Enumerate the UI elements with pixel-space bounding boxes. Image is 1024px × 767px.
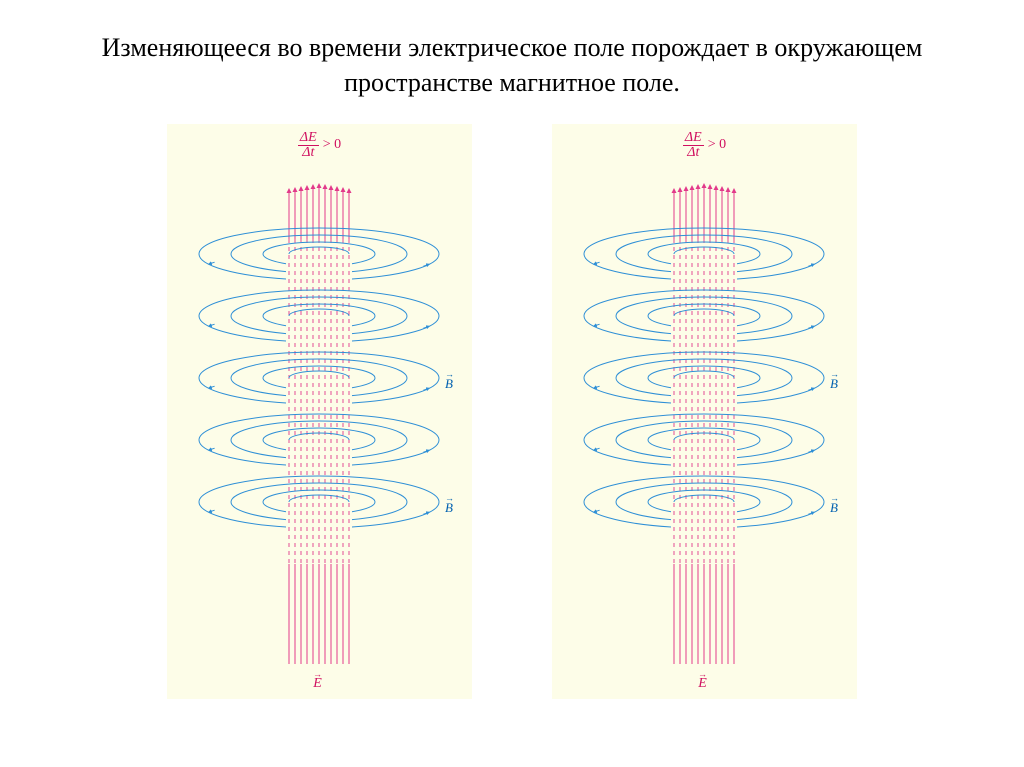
e-field-lines bbox=[289, 184, 349, 664]
diagram-panels: ΔEΔt> 0→B→B→E ΔEΔt> 0→B→B→E bbox=[0, 124, 1024, 699]
b-vector-label: →B bbox=[830, 372, 839, 392]
page-title: Изменяющееся во времени электрическое по… bbox=[0, 0, 1024, 100]
b-vector-label: →B bbox=[830, 496, 839, 516]
e-vector-label: →E bbox=[313, 672, 322, 692]
b-vector-label: →B bbox=[445, 496, 454, 516]
diagram-panel-right: ΔEΔt> 0→B→B→E bbox=[552, 124, 857, 699]
e-vector-label: →E bbox=[698, 672, 707, 692]
diagram-panel-left: ΔEΔt> 0→B→B→E bbox=[167, 124, 472, 699]
field-diagram bbox=[552, 124, 857, 699]
field-diagram bbox=[167, 124, 472, 699]
e-field-lines bbox=[674, 184, 734, 664]
b-vector-label: →B bbox=[445, 372, 454, 392]
